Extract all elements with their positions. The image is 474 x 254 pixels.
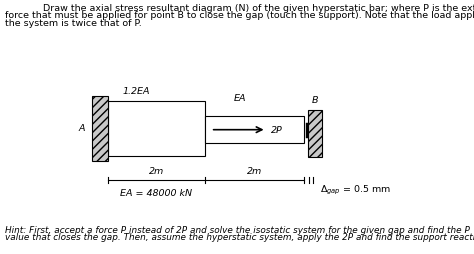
Bar xyxy=(308,110,322,157)
Text: 1.2EA: 1.2EA xyxy=(123,87,151,96)
Text: 2m: 2m xyxy=(148,167,164,176)
Text: A: A xyxy=(79,123,85,132)
Text: the system is twice that of P.: the system is twice that of P. xyxy=(5,19,142,28)
Text: Draw the axial stress resultant diagram (N) of the given hyperstatic bar; where : Draw the axial stress resultant diagram … xyxy=(43,4,474,13)
Text: 2P: 2P xyxy=(271,126,283,135)
Bar xyxy=(92,97,108,161)
Bar xyxy=(205,117,304,144)
Text: 2m: 2m xyxy=(247,167,262,176)
Text: Hint: First, accept a force P instead of 2P and solve the isostatic system for t: Hint: First, accept a force P instead of… xyxy=(5,225,470,234)
Text: force that must be applied for point B to close the gap (touch the support). Not: force that must be applied for point B t… xyxy=(5,11,474,20)
Text: EA = 48000 kN: EA = 48000 kN xyxy=(120,188,192,197)
Text: $\Delta_{gap}$ = 0.5 mm: $\Delta_{gap}$ = 0.5 mm xyxy=(320,183,391,196)
Text: value that closes the gap. Then, assume the hyperstatic system, apply the 2P and: value that closes the gap. Then, assume … xyxy=(5,232,474,241)
Text: B: B xyxy=(312,95,319,104)
Text: EA: EA xyxy=(233,94,246,103)
Bar xyxy=(108,102,205,156)
